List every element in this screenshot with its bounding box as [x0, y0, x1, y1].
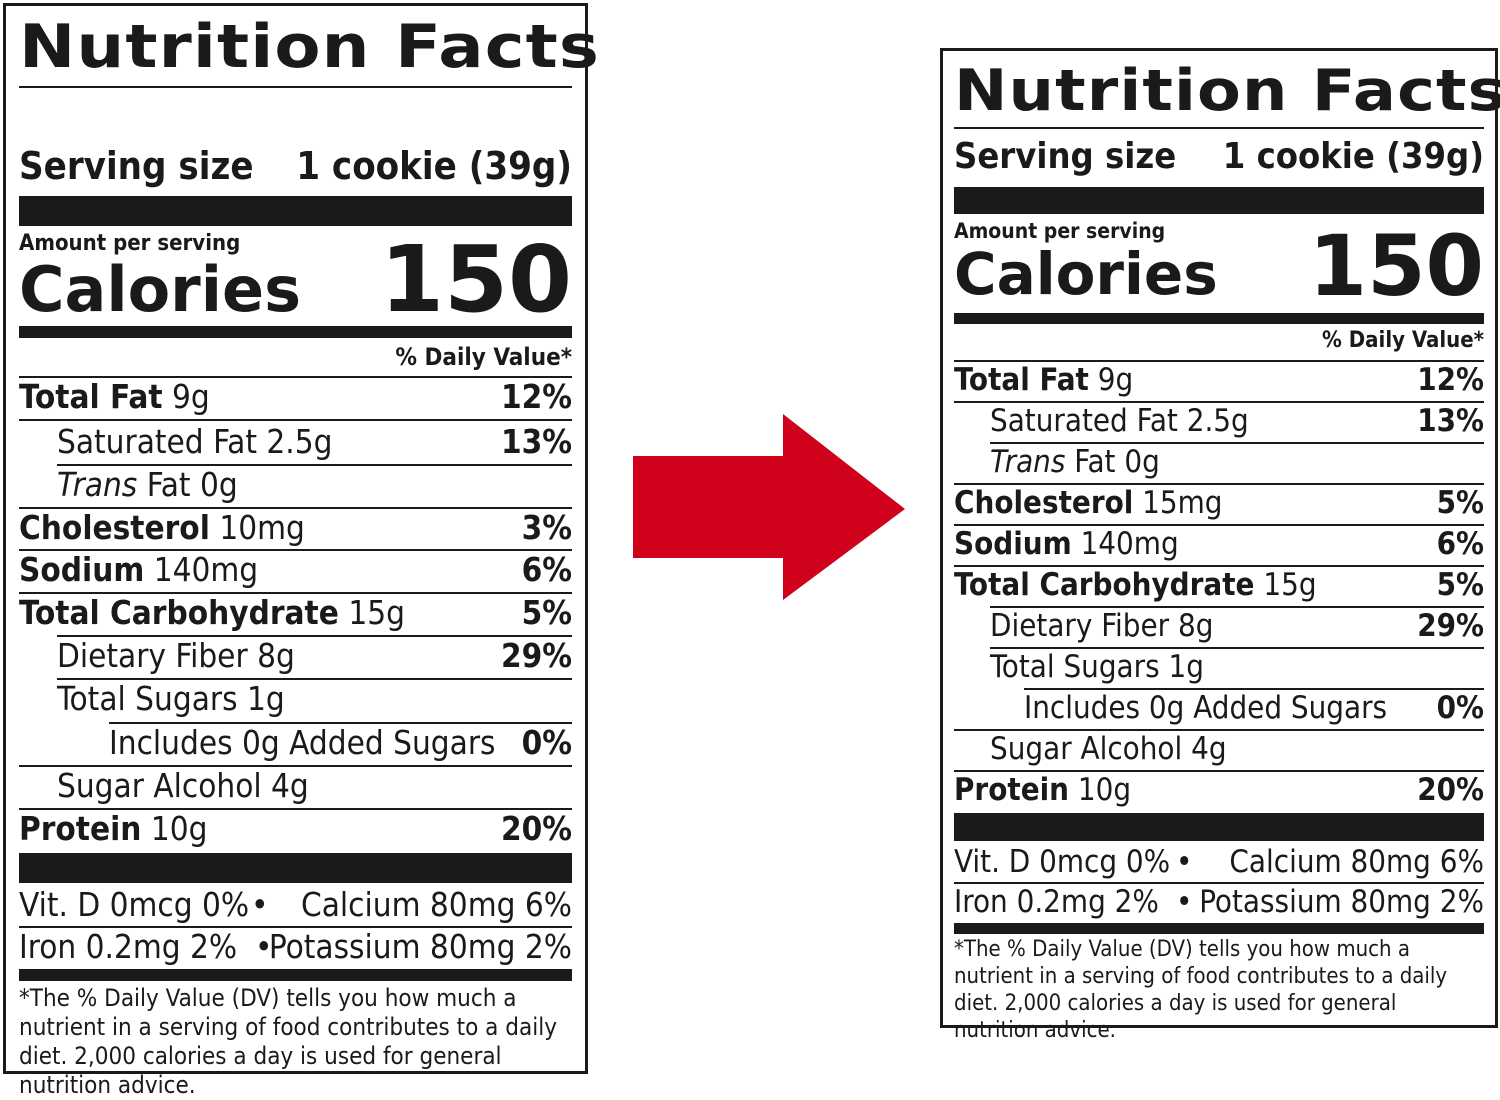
thick-divider: [954, 313, 1484, 324]
nutrient-row: Cholesterol 10mg 3%: [19, 508, 572, 547]
nutrient-row: Trans Fat 0g: [57, 465, 238, 504]
divider: [19, 926, 572, 928]
divider: [954, 565, 1484, 567]
thick-divider: [19, 853, 572, 883]
divider: [1024, 688, 1484, 690]
divider: [19, 808, 572, 810]
thick-divider: [19, 969, 572, 981]
nutrient-row: Total Carbohydrate 15g 5%: [19, 593, 572, 632]
divider: [954, 483, 1484, 485]
calories-value: 150: [1308, 217, 1484, 315]
nutrition-label-original: Nutrition Facts Serving size 1 cookie (3…: [3, 3, 599, 1099]
nutrient-row: Protein 10g 20%: [954, 772, 1484, 808]
nutrient-row: Sugar Alcohol 4g: [990, 731, 1227, 767]
nutrient-row: Cholesterol 15mg 5%: [954, 485, 1484, 521]
divider: [954, 401, 1484, 403]
label-title: Nutrition Facts: [954, 58, 1500, 124]
nutrient-row: Includes 0g Added Sugars 0%: [109, 723, 572, 762]
divider: [954, 770, 1484, 772]
nutrient-row: Total Sugars 1g: [990, 649, 1204, 685]
divider: [954, 127, 1484, 129]
divider: [19, 86, 572, 88]
nutrient-row: Saturated Fat 2.5g 13%: [57, 422, 572, 461]
serving-size-row: Serving size 1 cookie (39g): [19, 138, 572, 188]
divider: [954, 360, 1484, 362]
vitamin-row: Iron 0.2mg 2% • Potassium 80mg 2%: [19, 927, 572, 966]
footnote: *The % Daily Value (DV) tells you how mu…: [954, 937, 1448, 1043]
divider: [19, 376, 572, 378]
nutrient-row: Includes 0g Added Sugars 0%: [1024, 690, 1484, 726]
calories-label: Calories: [19, 253, 301, 326]
divider: [954, 524, 1484, 526]
thick-divider: [954, 813, 1484, 841]
nutrient-row: Total Fat 9g 12%: [954, 362, 1484, 398]
nutrient-row: Saturated Fat 2.5g 13%: [990, 403, 1484, 439]
thick-divider: [954, 187, 1484, 214]
vitamin-row: Vit. D 0mcg 0% • Calcium 80mg 6%: [19, 885, 572, 924]
right-arrow-icon: [633, 414, 905, 600]
vitamin-row: Iron 0.2mg 2% • Potassium 80mg 2%: [954, 884, 1484, 920]
serving-size-label: Serving size: [954, 136, 1177, 177]
divider: [57, 464, 572, 466]
nutrient-row: Sodium 140mg 6%: [19, 550, 572, 589]
calories-value: 150: [379, 226, 572, 333]
nutrient-row: Sodium 140mg 6%: [954, 526, 1484, 562]
divider: [57, 678, 572, 680]
nutrition-label-revised: Nutrition Facts Serving size 1 cookie (3…: [940, 48, 1500, 1043]
calories-label: Calories: [954, 240, 1218, 308]
daily-value-header: % Daily Value*: [1322, 328, 1484, 353]
divider: [109, 722, 572, 724]
nutrient-row: Total Sugars 1g: [57, 679, 285, 718]
divider: [990, 606, 1484, 608]
amount-per-serving: Amount per serving: [19, 231, 241, 256]
divider: [19, 507, 572, 509]
daily-value-header: % Daily Value*: [395, 343, 572, 371]
divider: [19, 419, 572, 421]
divider: [990, 647, 1484, 649]
thick-divider: [19, 196, 572, 226]
thick-divider: [954, 923, 1484, 934]
nutrient-row: Total Carbohydrate 15g 5%: [954, 567, 1484, 603]
nutrient-row: Dietary Fiber 8g 29%: [57, 636, 572, 675]
divider: [19, 592, 572, 594]
vitamin-row: Vit. D 0mcg 0% • Calcium 80mg 6%: [954, 844, 1484, 880]
divider: [954, 729, 1484, 731]
serving-size-value: 1 cookie (39g): [1222, 136, 1484, 177]
nutrient-row: Total Fat 9g 12%: [19, 377, 572, 416]
divider: [19, 549, 572, 551]
label-title: Nutrition Facts: [19, 12, 601, 82]
divider: [990, 442, 1484, 444]
nutrient-row: Sugar Alcohol 4g: [57, 766, 309, 805]
divider: [19, 765, 572, 767]
nutrient-row: Protein 10g 20%: [19, 809, 572, 848]
serving-size-label: Serving size: [19, 144, 254, 188]
divider: [954, 882, 1484, 884]
footnote: *The % Daily Value (DV) tells you how mu…: [19, 984, 557, 1099]
amount-per-serving: Amount per serving: [954, 219, 1166, 243]
thick-divider: [19, 326, 572, 338]
nutrient-row: Dietary Fiber 8g 29%: [990, 608, 1484, 644]
divider: [57, 635, 572, 637]
nutrient-row: Trans Fat 0g: [990, 444, 1160, 480]
serving-size-row: Serving size 1 cookie (39g): [954, 131, 1484, 177]
serving-size-value: 1 cookie (39g): [296, 144, 572, 188]
